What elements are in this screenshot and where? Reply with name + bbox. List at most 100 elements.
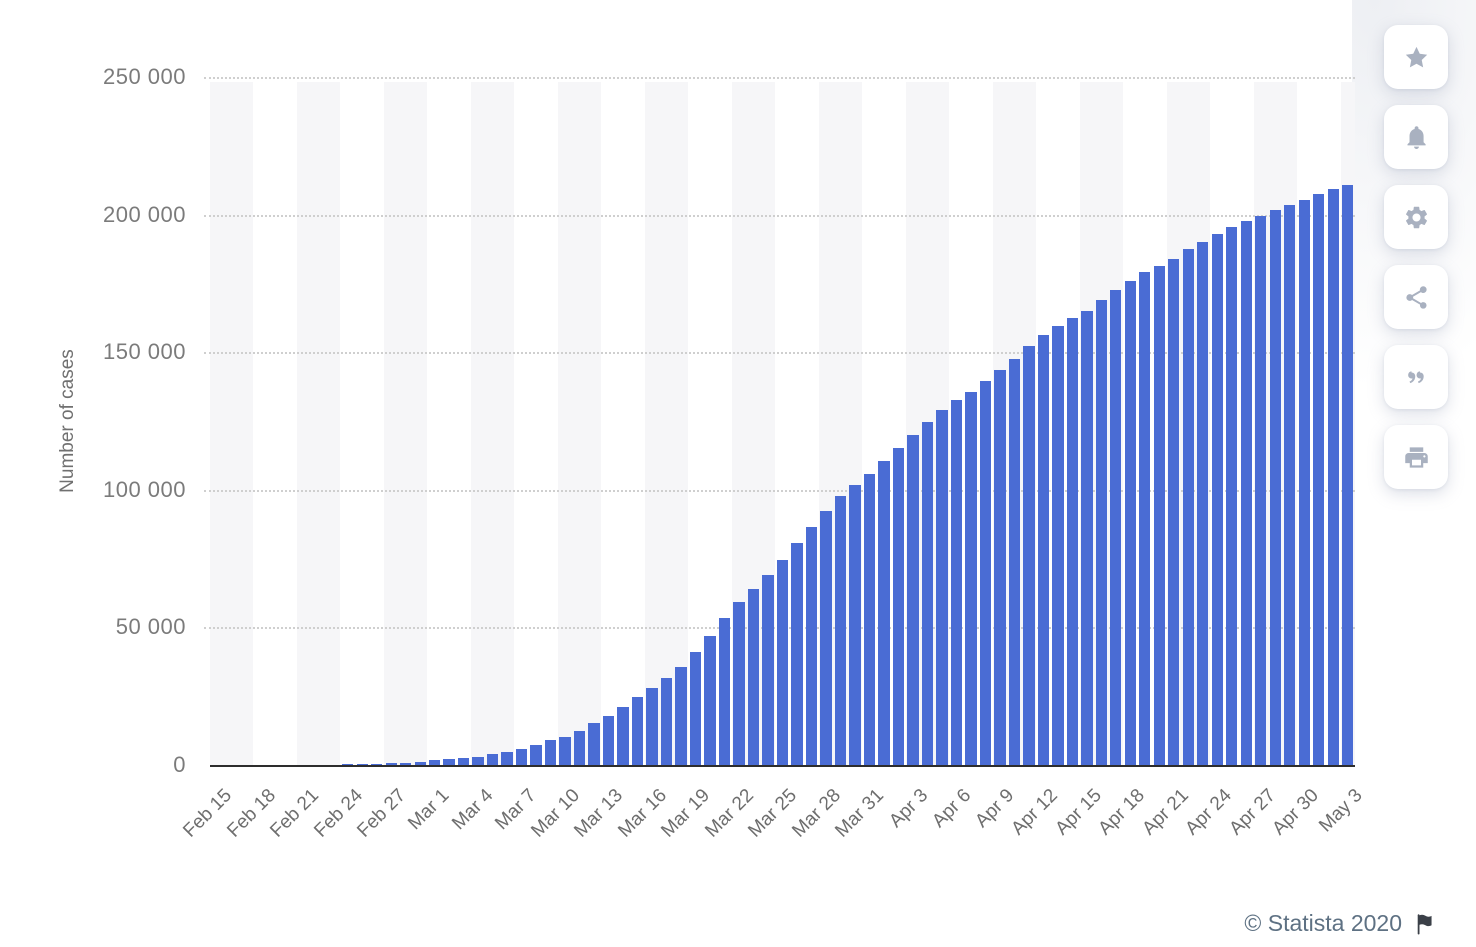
- bar[interactable]: [1052, 326, 1064, 765]
- bar[interactable]: [356, 764, 368, 765]
- bar[interactable]: [834, 496, 847, 765]
- bar[interactable]: [1023, 345, 1035, 765]
- report-flag-button[interactable]: [1414, 912, 1438, 936]
- bar[interactable]: [1124, 280, 1136, 765]
- y-tick-label: 100 000: [102, 476, 186, 502]
- bar[interactable]: [617, 706, 629, 765]
- action-sidebar: [1384, 25, 1448, 489]
- bar[interactable]: [936, 410, 948, 765]
- bar[interactable]: [1197, 242, 1209, 765]
- plot-stripe: [470, 82, 515, 765]
- bar[interactable]: [791, 543, 803, 765]
- x-tick-label: Mar 10: [527, 785, 584, 842]
- bar[interactable]: [675, 666, 687, 765]
- bar[interactable]: [1284, 204, 1296, 765]
- notifications-button[interactable]: [1384, 105, 1448, 169]
- bar[interactable]: [660, 678, 673, 765]
- x-tick-label: Mar 13: [570, 785, 628, 842]
- star-icon: [1405, 46, 1427, 67]
- gridline: [204, 214, 1355, 217]
- bar[interactable]: [1211, 233, 1223, 765]
- x-tick-label: Mar 19: [657, 785, 715, 842]
- bar[interactable]: [544, 739, 557, 765]
- bar[interactable]: [733, 602, 745, 765]
- bar[interactable]: [892, 447, 905, 765]
- bar[interactable]: [1298, 199, 1310, 765]
- bar[interactable]: [342, 764, 354, 765]
- y-tick-label: 50 000: [115, 614, 186, 640]
- bar[interactable]: [486, 754, 499, 765]
- bar[interactable]: [965, 391, 977, 765]
- bar[interactable]: [921, 422, 934, 765]
- bar[interactable]: [501, 752, 513, 765]
- bar[interactable]: [443, 759, 455, 765]
- y-tick-label: 0: [173, 752, 186, 777]
- bar[interactable]: [1327, 188, 1339, 765]
- bar[interactable]: [530, 744, 542, 765]
- bar[interactable]: [1139, 272, 1151, 765]
- bar[interactable]: [979, 381, 992, 765]
- x-axis-line: [210, 765, 1355, 767]
- copyright-text[interactable]: © Statista 2020: [1244, 910, 1402, 936]
- settings-button[interactable]: [1384, 185, 1448, 249]
- bar[interactable]: [950, 400, 963, 765]
- bar[interactable]: [1066, 317, 1079, 765]
- x-tick-label: Apr 24: [1181, 785, 1237, 840]
- bar[interactable]: [414, 761, 426, 765]
- bar[interactable]: [1226, 227, 1238, 765]
- bar[interactable]: [1269, 210, 1281, 765]
- bar[interactable]: [1313, 194, 1325, 765]
- bar[interactable]: [1182, 249, 1194, 765]
- bar[interactable]: [428, 760, 441, 765]
- bar[interactable]: [573, 730, 586, 765]
- cite-button[interactable]: [1384, 345, 1448, 409]
- bar[interactable]: [994, 369, 1006, 765]
- bar[interactable]: [1168, 258, 1180, 765]
- plot-area: [204, 77, 1355, 767]
- bar[interactable]: [776, 560, 789, 765]
- bar[interactable]: [1342, 185, 1354, 765]
- bar[interactable]: [820, 510, 832, 765]
- bar[interactable]: [457, 758, 470, 765]
- bar[interactable]: [1008, 358, 1021, 765]
- bar[interactable]: [602, 716, 615, 765]
- plot-stripe: [644, 82, 689, 765]
- x-tick-label: Mar 4: [447, 785, 497, 835]
- x-tick-label: Apr 3: [884, 785, 932, 832]
- bar[interactable]: [515, 748, 528, 765]
- bar[interactable]: [718, 617, 731, 765]
- bar[interactable]: [1255, 216, 1267, 765]
- bar[interactable]: [1110, 290, 1122, 765]
- flag-icon: [1417, 913, 1432, 934]
- gridline: [204, 489, 1355, 492]
- bar[interactable]: [849, 485, 861, 765]
- bar[interactable]: [863, 473, 876, 765]
- bar[interactable]: [400, 762, 412, 765]
- bar[interactable]: [631, 696, 644, 765]
- bar[interactable]: [878, 460, 890, 765]
- plot-stripe: [296, 82, 341, 765]
- favorite-button[interactable]: [1384, 25, 1448, 89]
- share-button[interactable]: [1384, 265, 1448, 329]
- bar[interactable]: [371, 763, 383, 765]
- bar[interactable]: [704, 635, 716, 765]
- bar[interactable]: [472, 756, 484, 765]
- bar[interactable]: [805, 526, 818, 765]
- bar[interactable]: [1153, 266, 1165, 765]
- bar[interactable]: [907, 435, 919, 765]
- bar[interactable]: [559, 737, 571, 765]
- quote-icon: [1407, 370, 1424, 383]
- bar[interactable]: [747, 589, 760, 765]
- gridline: [204, 77, 1355, 79]
- bar[interactable]: [1095, 300, 1107, 765]
- bar[interactable]: [1037, 334, 1050, 765]
- bar[interactable]: [1240, 221, 1252, 765]
- bar[interactable]: [689, 652, 702, 765]
- bar[interactable]: [385, 763, 397, 765]
- bar[interactable]: [588, 723, 600, 765]
- print-button[interactable]: [1384, 425, 1448, 489]
- x-tick-label: Apr 21: [1138, 785, 1193, 840]
- bar[interactable]: [646, 688, 658, 765]
- bar[interactable]: [762, 574, 774, 765]
- bar[interactable]: [1081, 310, 1093, 765]
